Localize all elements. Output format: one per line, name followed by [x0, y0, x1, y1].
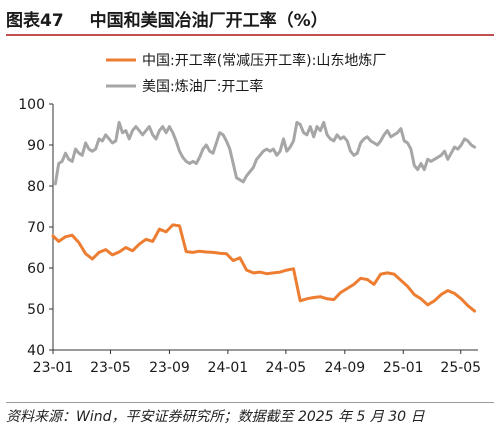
y-tick-label: 100	[18, 97, 45, 113]
x-tick-label: 23-01	[33, 360, 74, 376]
figure-title-bar: 图表47 中国和美国冶油厂开工率（%）	[6, 4, 494, 32]
source-divider	[6, 402, 494, 403]
y-tick-label: 80	[27, 179, 45, 195]
figure-number: 图表47	[6, 10, 64, 31]
y-tick-label: 70	[27, 220, 45, 236]
chart-title: 中国和美国冶油厂开工率（%）	[89, 10, 328, 31]
source-note: 资料来源：Wind，平安证券研究所；数据截至 2025 年 5 月 30 日	[6, 409, 425, 425]
x-tick-label: 24-01	[208, 360, 249, 376]
x-tick-label: 23-05	[90, 360, 131, 376]
legend-label-1: 美国:炼油厂:开工率	[142, 78, 263, 95]
x-tick-label: 24-09	[324, 360, 365, 376]
x-tick-label: 24-05	[266, 360, 307, 376]
y-tick-label: 60	[27, 261, 45, 277]
title-underline	[6, 34, 494, 36]
x-tick-label: 25-01	[383, 360, 424, 376]
y-tick-label: 40	[27, 343, 45, 359]
x-tick-label: 25-05	[440, 360, 481, 376]
legend-label-0: 中国:开工率(常减压开工率):山东地炼厂	[142, 52, 386, 69]
series-line-0	[51, 223, 477, 313]
series-line-1	[53, 120, 477, 186]
y-tick-label: 50	[27, 302, 45, 318]
y-tick-label: 90	[27, 138, 45, 154]
x-tick-label: 23-09	[149, 360, 190, 376]
